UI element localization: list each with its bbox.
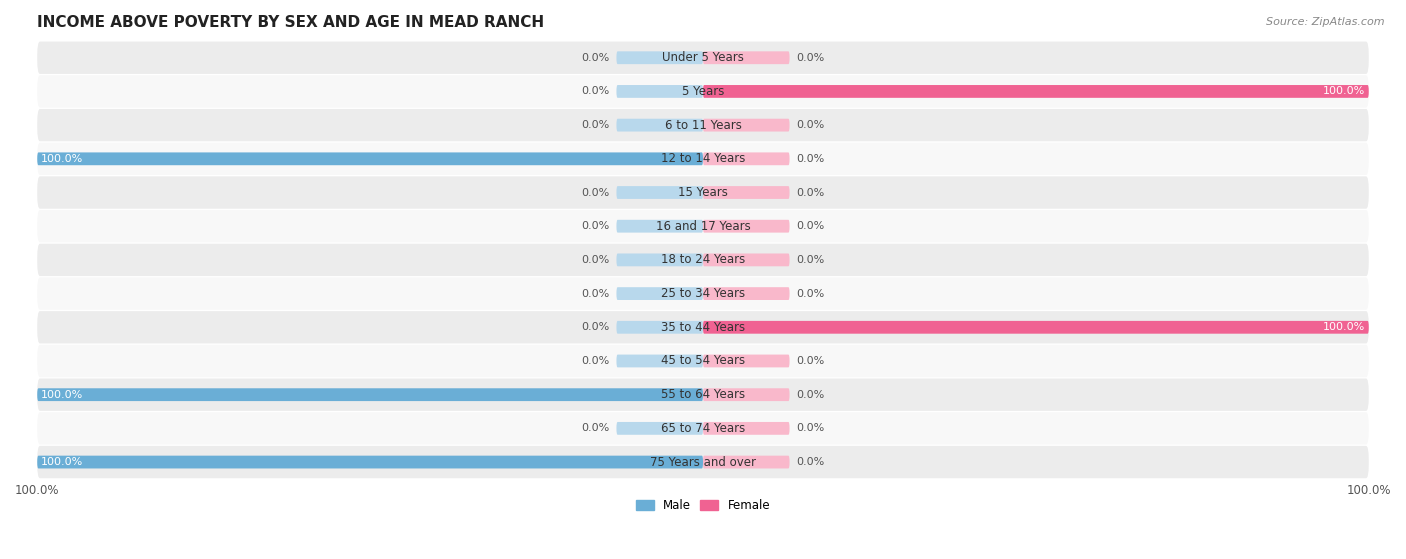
Text: Under 5 Years: Under 5 Years	[662, 51, 744, 64]
FancyBboxPatch shape	[37, 456, 703, 468]
Text: 75 Years and over: 75 Years and over	[650, 456, 756, 468]
Text: 0.0%: 0.0%	[796, 221, 824, 231]
FancyBboxPatch shape	[616, 220, 703, 233]
FancyBboxPatch shape	[37, 277, 1369, 310]
Text: 0.0%: 0.0%	[796, 187, 824, 197]
FancyBboxPatch shape	[703, 153, 790, 165]
FancyBboxPatch shape	[37, 389, 703, 401]
FancyBboxPatch shape	[703, 119, 790, 131]
Text: 0.0%: 0.0%	[796, 154, 824, 164]
FancyBboxPatch shape	[703, 389, 790, 401]
Text: 0.0%: 0.0%	[796, 457, 824, 467]
Text: 25 to 34 Years: 25 to 34 Years	[661, 287, 745, 300]
Text: 0.0%: 0.0%	[582, 187, 610, 197]
Text: 0.0%: 0.0%	[796, 120, 824, 130]
FancyBboxPatch shape	[37, 109, 1369, 141]
FancyBboxPatch shape	[703, 51, 790, 64]
Legend: Male, Female: Male, Female	[631, 494, 775, 517]
Text: 6 to 11 Years: 6 to 11 Years	[665, 119, 741, 131]
Text: 35 to 44 Years: 35 to 44 Years	[661, 321, 745, 334]
FancyBboxPatch shape	[37, 176, 1369, 209]
FancyBboxPatch shape	[37, 378, 1369, 411]
Text: 0.0%: 0.0%	[796, 53, 824, 63]
Text: Source: ZipAtlas.com: Source: ZipAtlas.com	[1267, 17, 1385, 27]
FancyBboxPatch shape	[37, 210, 1369, 243]
FancyBboxPatch shape	[37, 41, 1369, 74]
Text: 0.0%: 0.0%	[582, 323, 610, 332]
FancyBboxPatch shape	[616, 85, 703, 98]
FancyBboxPatch shape	[703, 287, 790, 300]
FancyBboxPatch shape	[616, 51, 703, 64]
Text: 0.0%: 0.0%	[582, 120, 610, 130]
Text: 0.0%: 0.0%	[582, 221, 610, 231]
Text: 0.0%: 0.0%	[582, 423, 610, 433]
FancyBboxPatch shape	[703, 321, 1369, 334]
FancyBboxPatch shape	[616, 422, 703, 435]
Text: 45 to 54 Years: 45 to 54 Years	[661, 354, 745, 367]
FancyBboxPatch shape	[37, 311, 1369, 343]
Text: 100.0%: 100.0%	[1323, 87, 1365, 97]
Text: 0.0%: 0.0%	[796, 390, 824, 400]
Text: 16 and 17 Years: 16 and 17 Years	[655, 220, 751, 233]
Text: 65 to 74 Years: 65 to 74 Years	[661, 422, 745, 435]
Text: 100.0%: 100.0%	[41, 154, 83, 164]
Text: 0.0%: 0.0%	[796, 423, 824, 433]
Text: 18 to 24 Years: 18 to 24 Years	[661, 253, 745, 267]
Text: 0.0%: 0.0%	[582, 255, 610, 265]
FancyBboxPatch shape	[37, 244, 1369, 276]
FancyBboxPatch shape	[37, 446, 1369, 479]
FancyBboxPatch shape	[616, 119, 703, 131]
Text: 0.0%: 0.0%	[796, 356, 824, 366]
FancyBboxPatch shape	[703, 85, 1369, 98]
Text: 12 to 14 Years: 12 to 14 Years	[661, 152, 745, 165]
FancyBboxPatch shape	[703, 253, 790, 266]
FancyBboxPatch shape	[616, 287, 703, 300]
FancyBboxPatch shape	[616, 321, 703, 334]
FancyBboxPatch shape	[703, 354, 790, 367]
Text: 0.0%: 0.0%	[582, 87, 610, 97]
FancyBboxPatch shape	[37, 143, 1369, 175]
FancyBboxPatch shape	[616, 354, 703, 367]
FancyBboxPatch shape	[37, 345, 1369, 377]
FancyBboxPatch shape	[37, 412, 1369, 444]
Text: 100.0%: 100.0%	[1323, 323, 1365, 332]
FancyBboxPatch shape	[37, 75, 1369, 107]
Text: INCOME ABOVE POVERTY BY SEX AND AGE IN MEAD RANCH: INCOME ABOVE POVERTY BY SEX AND AGE IN M…	[37, 15, 544, 30]
Text: 100.0%: 100.0%	[41, 390, 83, 400]
Text: 5 Years: 5 Years	[682, 85, 724, 98]
FancyBboxPatch shape	[703, 456, 790, 468]
FancyBboxPatch shape	[703, 186, 790, 199]
Text: 0.0%: 0.0%	[582, 288, 610, 299]
FancyBboxPatch shape	[703, 220, 790, 233]
Text: 55 to 64 Years: 55 to 64 Years	[661, 388, 745, 401]
Text: 15 Years: 15 Years	[678, 186, 728, 199]
FancyBboxPatch shape	[616, 186, 703, 199]
FancyBboxPatch shape	[37, 153, 703, 165]
Text: 100.0%: 100.0%	[41, 457, 83, 467]
Text: 0.0%: 0.0%	[796, 255, 824, 265]
Text: 0.0%: 0.0%	[582, 356, 610, 366]
Text: 0.0%: 0.0%	[796, 288, 824, 299]
Text: 0.0%: 0.0%	[582, 53, 610, 63]
FancyBboxPatch shape	[616, 253, 703, 266]
FancyBboxPatch shape	[703, 422, 790, 435]
